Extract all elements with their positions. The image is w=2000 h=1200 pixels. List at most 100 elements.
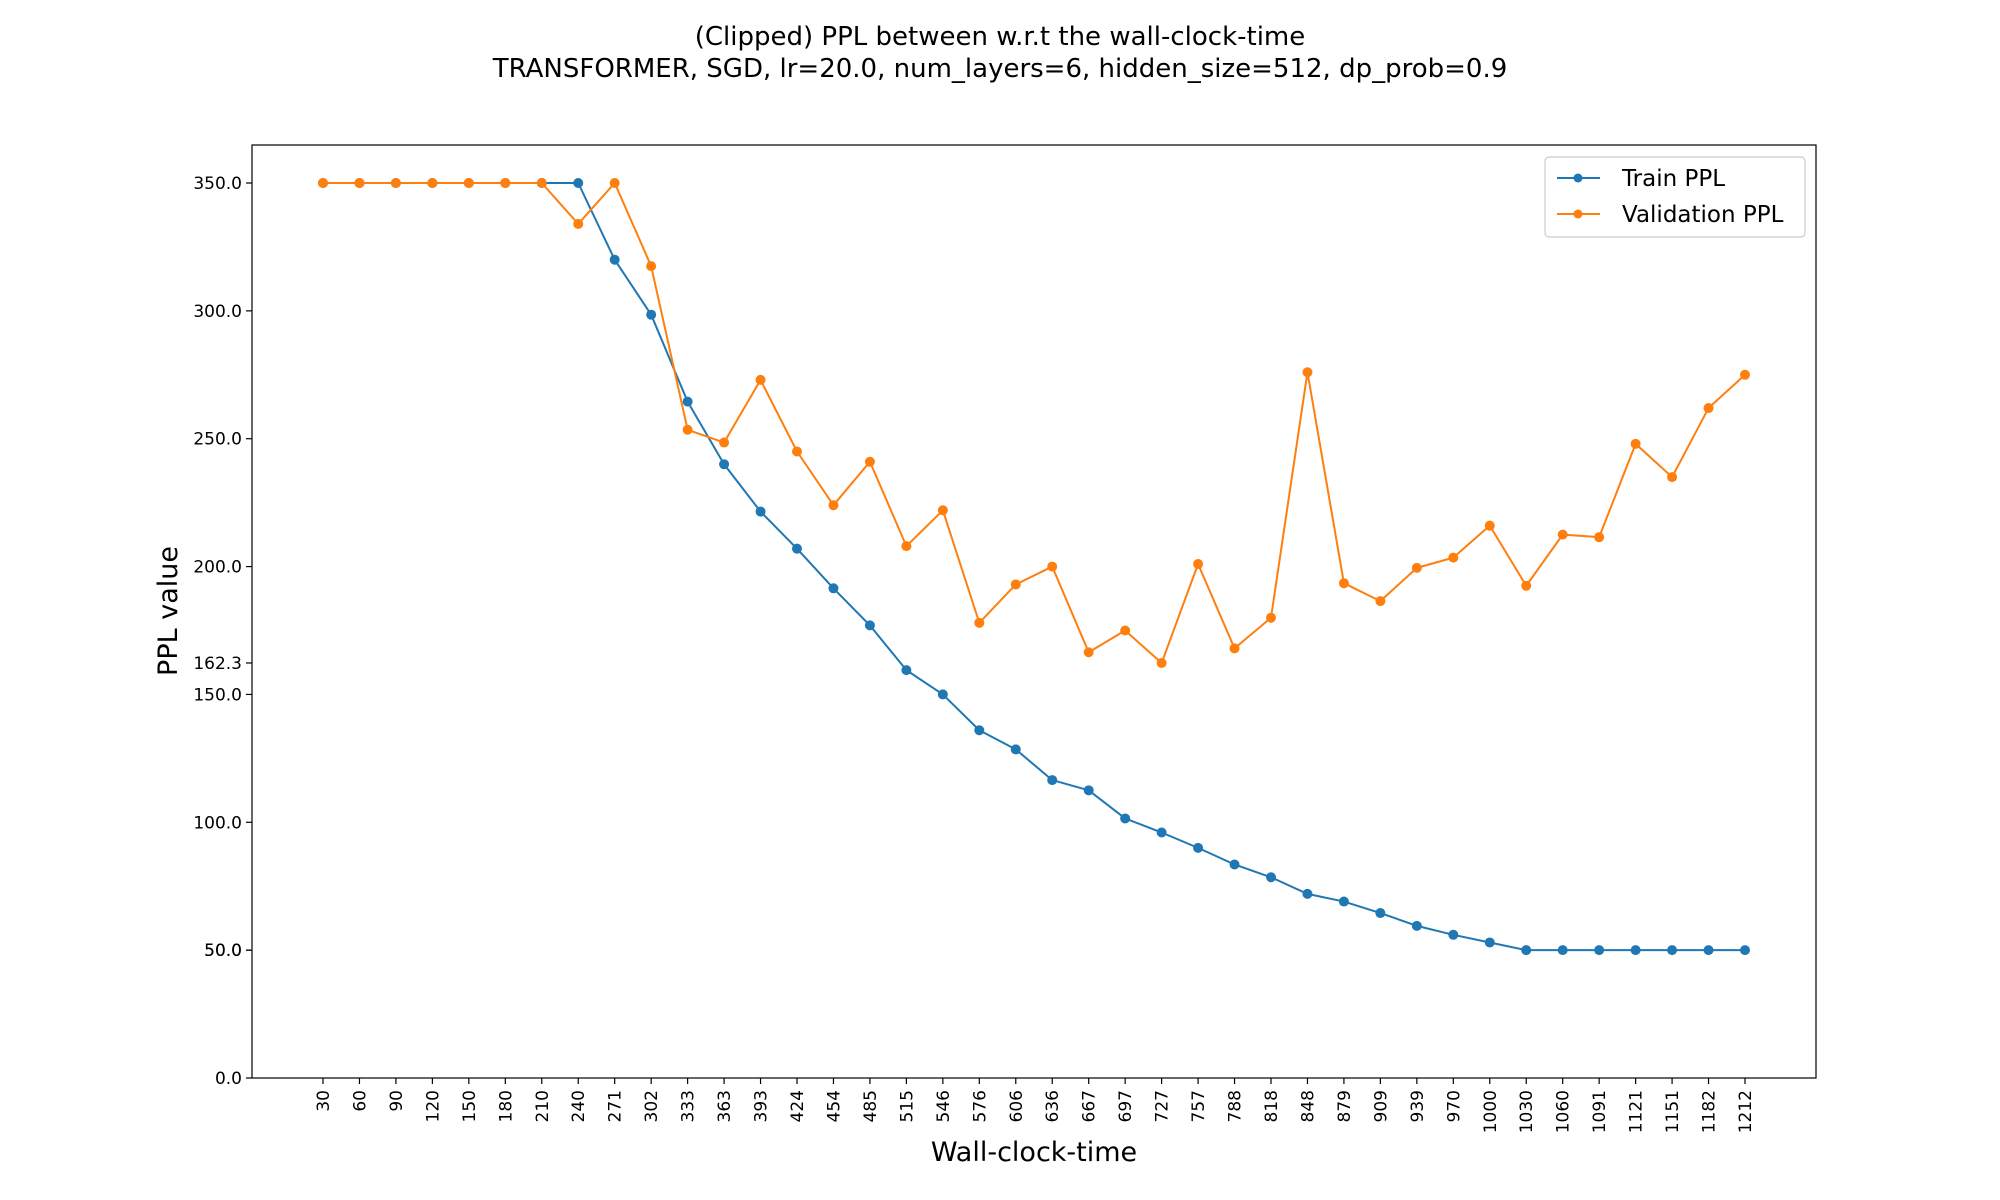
data-point-validation-ppl	[354, 178, 365, 188]
x-tick-label: 363	[715, 1090, 735, 1122]
x-tick-label: 1151	[1663, 1090, 1683, 1133]
x-tick-label: 848	[1298, 1090, 1318, 1122]
x-tick-label: 424	[788, 1090, 808, 1122]
data-point-train-ppl	[1521, 945, 1532, 956]
data-point-train-ppl	[719, 459, 730, 470]
data-point-validation-ppl	[1740, 369, 1750, 380]
y-tick-label: 0.0	[215, 1069, 242, 1089]
data-point-train-ppl	[901, 665, 912, 676]
data-point-validation-ppl	[609, 178, 620, 188]
x-tick-label: 667	[1080, 1090, 1100, 1122]
data-point-train-ppl	[1047, 775, 1058, 786]
x-tick-label: 1000	[1481, 1090, 1501, 1133]
y-tick-label: 50.0	[204, 941, 242, 961]
data-point-validation-ppl	[719, 437, 730, 448]
y-tick-label: 50.0	[204, 941, 242, 961]
data-point-train-ppl	[864, 620, 875, 631]
data-point-train-ppl	[1411, 920, 1422, 931]
x-tick-label: 393	[752, 1090, 772, 1122]
plot-area-frame	[251, 144, 1817, 1079]
x-tick-label: 1182	[1700, 1090, 1720, 1133]
x-tick-label: 1212	[1736, 1090, 1756, 1133]
data-point-validation-ppl	[974, 617, 985, 628]
data-point-validation-ppl	[1302, 367, 1313, 378]
x-tick-label: 150	[460, 1090, 480, 1122]
data-point-validation-ppl	[1667, 472, 1678, 483]
data-point-train-ppl	[1703, 945, 1714, 956]
data-point-train-ppl	[1266, 872, 1276, 883]
x-tick-label: 606	[1007, 1090, 1027, 1122]
data-point-train-ppl	[1667, 945, 1678, 956]
y-tick-label: 162.3	[193, 654, 242, 674]
x-tick-label: 546	[934, 1090, 954, 1122]
series-validation-ppl	[318, 178, 1750, 668]
data-point-validation-ppl	[1703, 403, 1714, 414]
x-tick-label: 302	[642, 1090, 662, 1122]
data-point-validation-ppl	[463, 178, 474, 188]
data-point-validation-ppl	[318, 178, 328, 188]
data-point-validation-ppl	[792, 446, 802, 457]
y-tick-label: 350.0	[193, 174, 242, 194]
data-point-validation-ppl	[1411, 562, 1422, 573]
data-point-train-ppl	[573, 178, 584, 188]
data-point-train-ppl	[609, 254, 620, 265]
data-point-train-ppl	[1229, 859, 1240, 870]
data-point-train-ppl	[646, 309, 657, 320]
data-point-train-ppl	[1193, 842, 1204, 853]
legend-label-validation: Validation PPL	[1622, 202, 1784, 228]
data-point-validation-ppl	[1120, 625, 1131, 636]
legend: Train PPL Validation PPL	[1544, 156, 1806, 238]
x-tick-label: 1060	[1554, 1090, 1574, 1133]
series-layer	[318, 178, 1750, 956]
data-point-validation-ppl	[1193, 559, 1204, 570]
x-tick-label: 970	[1444, 1090, 1464, 1122]
legend-marker-train	[1573, 173, 1583, 183]
x-tick-label: 1091	[1590, 1090, 1610, 1133]
x-tick-label: 515	[897, 1090, 917, 1122]
data-point-train-ppl	[1448, 929, 1459, 940]
data-point-validation-ppl	[1229, 643, 1240, 654]
data-point-train-ppl	[1010, 744, 1021, 755]
data-point-validation-ppl	[1375, 596, 1386, 607]
data-point-validation-ppl	[573, 218, 584, 229]
data-point-validation-ppl	[1484, 520, 1495, 531]
data-point-validation-ppl	[1448, 552, 1459, 563]
x-tick-label: 333	[679, 1090, 699, 1122]
data-point-train-ppl	[1557, 945, 1568, 956]
data-point-validation-ppl	[1010, 579, 1021, 590]
data-point-validation-ppl	[500, 178, 511, 188]
x-tick-label: 120	[423, 1090, 443, 1122]
data-point-validation-ppl	[864, 456, 875, 467]
x-tick-label: 636	[1043, 1090, 1063, 1122]
series-line-validation-ppl	[323, 182, 1746, 664]
y-tick-label: 300.0	[193, 302, 242, 322]
x-tick-label: 879	[1335, 1090, 1355, 1122]
chart-subtitle: TRANSFORMER, SGD, lr=20.0, num_layers=6,…	[492, 54, 1508, 84]
data-point-validation-ppl	[828, 500, 839, 511]
y-axis: 0.050.050.0100.0150.0162.3200.0250.0300.…	[193, 174, 252, 1089]
data-point-train-ppl	[1740, 945, 1750, 956]
x-tick-label: 757	[1189, 1090, 1209, 1122]
data-point-train-ppl	[974, 725, 985, 736]
x-tick-label: 576	[970, 1090, 990, 1122]
x-tick-label: 485	[861, 1090, 881, 1122]
data-point-validation-ppl	[427, 178, 438, 188]
y-tick-label: 250.0	[193, 430, 242, 450]
data-point-train-ppl	[1594, 945, 1605, 956]
x-axis: 30 60 90 120 150 180 210 240 271 302 333 363 393 424 4…	[314, 1078, 1756, 1133]
y-tick-label: 100.0	[193, 813, 242, 833]
legend-marker-validation	[1573, 209, 1583, 219]
data-point-train-ppl	[1302, 888, 1313, 899]
data-point-train-ppl	[682, 396, 693, 407]
data-point-train-ppl	[937, 689, 948, 700]
x-tick-label: 909	[1371, 1090, 1391, 1122]
data-point-validation-ppl	[901, 541, 912, 552]
data-point-train-ppl	[755, 506, 766, 517]
x-tick-label: 454	[824, 1090, 844, 1122]
data-point-validation-ppl	[682, 424, 693, 435]
data-point-validation-ppl	[1156, 657, 1167, 668]
x-tick-label: 1121	[1627, 1090, 1647, 1133]
x-tick-label: 30	[314, 1090, 334, 1112]
chart-title: (Clipped) PPL between w.r.t the wall-clo…	[695, 22, 1306, 52]
